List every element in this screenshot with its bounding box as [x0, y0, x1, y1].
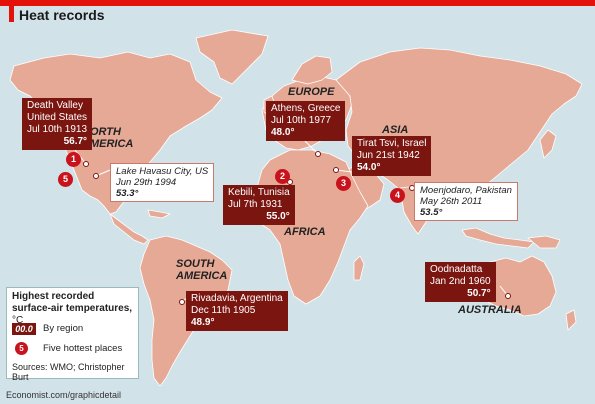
legend-label-hottest: Five hottest places	[43, 343, 123, 354]
landmass-greenland	[195, 29, 269, 85]
legend-title: Highest recorded surface-air temperature…	[12, 291, 133, 326]
region-label-europe: EUROPE	[288, 86, 335, 98]
location-dot-death-valley	[83, 161, 89, 167]
location-dot-athens	[315, 151, 321, 157]
landmass-new-guinea	[527, 235, 561, 249]
legend-sources: Sources: WMO; Christopher Burt	[12, 362, 125, 382]
legend-rank-circle: 5	[15, 342, 28, 355]
landmass-caribbean	[147, 209, 171, 219]
rank-circle-3: 3	[336, 176, 351, 191]
record-box-death-valley: Death Valley United States Jul 10th 1913…	[22, 98, 93, 150]
landmass-japan	[539, 129, 557, 159]
landmass-central-america	[109, 213, 149, 245]
rank-circle-2: 2	[275, 169, 290, 184]
footer-source-url: Economist.com/graphicdetail	[6, 390, 122, 400]
location-dot-rivadavia	[179, 299, 185, 305]
rank-circle-5: 5	[58, 172, 73, 187]
region-label-australia: AUSTRALIA	[458, 304, 522, 316]
record-box-rivadavia: Rivadavia, Argentina Dec 11th 1905 48.9°	[186, 291, 288, 331]
location-dot-tirat-tsvi	[333, 167, 339, 173]
record-box-athens: Athens, Greece Jul 10th 1977 48.0°	[266, 101, 346, 141]
region-label-africa: AFRICA	[284, 226, 326, 238]
landmass-new-zealand	[565, 309, 577, 331]
landmass-madagascar	[353, 255, 365, 281]
location-dot-oodnadatta	[505, 293, 511, 299]
record-box-oodnadatta: Oodnadatta Jan 2nd 1960 50.7°	[425, 262, 496, 302]
region-label-asia: ASIA	[382, 124, 409, 136]
landmass-scandinavia	[291, 55, 333, 85]
rank-circle-1: 1	[66, 152, 81, 167]
region-label-south-america: SOUTH AMERICA	[176, 258, 228, 282]
location-dot-lake-havasu	[93, 173, 99, 179]
title-accent-tag	[9, 5, 14, 22]
legend: Highest recorded surface-air temperature…	[6, 287, 139, 382]
legend-label-by-region: By region	[43, 323, 84, 334]
record-box-tirat-tsvi: Tirat Tsvi, Israel Jun 21st 1942 54.0°	[352, 136, 432, 176]
legend-swatch-regional: 00.0	[12, 323, 36, 335]
rank-circle-4: 4	[390, 188, 405, 203]
record-box-lake-havasu: Lake Havasu City, US Jun 29th 1994 53.3°	[110, 163, 215, 202]
landmass-indonesia	[461, 227, 535, 249]
page-title: Heat records	[19, 7, 105, 23]
record-box-moenjodaro: Moenjodaro, Pakistan May 26th 2011 53.5°	[414, 182, 518, 221]
top-accent-bar	[0, 0, 595, 6]
record-box-kebili: Kebili, Tunisia Jul 7th 1931 55.0°	[223, 185, 295, 225]
